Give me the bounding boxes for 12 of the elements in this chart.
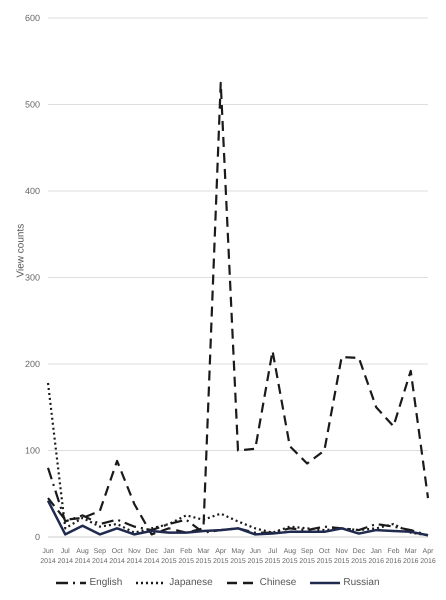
y-tick-label: 300: [24, 272, 40, 283]
y-axis-title: View counts: [16, 224, 27, 278]
y-tick-label: 600: [24, 13, 40, 24]
legend-label: Chinese: [260, 577, 296, 588]
y-tick-label: 500: [24, 100, 40, 110]
y-tick-label: 200: [24, 359, 40, 370]
legend-label: Japanese: [169, 577, 213, 588]
y-tick-label: 400: [24, 186, 40, 196]
y-tick-label: 0: [34, 532, 40, 542]
y-tick-label: 100: [24, 446, 40, 456]
legend-label: Russian: [343, 577, 380, 588]
legend-label: English: [89, 577, 122, 588]
